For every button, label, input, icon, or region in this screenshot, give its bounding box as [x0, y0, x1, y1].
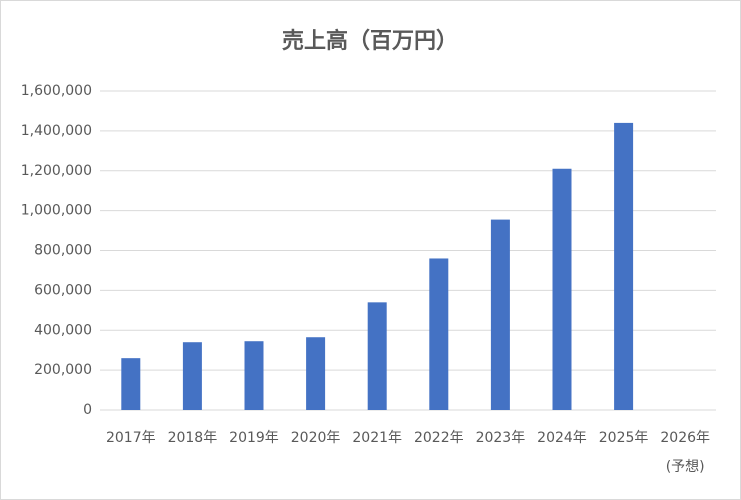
category-note: (予想) [666, 459, 705, 475]
y-tick-label: 1,400,000 [21, 123, 92, 139]
y-tick-label: 1,200,000 [21, 163, 92, 179]
x-tick-label: 2018年 [168, 430, 218, 446]
y-tick-label: 1,000,000 [21, 203, 92, 219]
x-tick-label: 2023年 [476, 430, 526, 446]
bar [429, 258, 449, 410]
bar [182, 342, 202, 410]
x-tick-label: 2025年 [599, 430, 649, 446]
x-tick-label: 2021年 [352, 430, 402, 446]
bar [306, 337, 326, 410]
y-tick-label: 600,000 [34, 282, 92, 298]
chart-title: 売上高（百万円） [282, 28, 458, 54]
x-tick-label: 2017年 [106, 430, 156, 446]
bar [121, 358, 141, 410]
y-tick-label: 800,000 [34, 243, 92, 259]
y-tick-label: 400,000 [34, 322, 92, 338]
bar [367, 302, 387, 410]
bar [244, 341, 264, 410]
bar [490, 219, 510, 410]
y-tick-label: 1,600,000 [21, 83, 92, 99]
bar [614, 122, 634, 411]
bar [552, 168, 572, 410]
x-tick-label: 2022年 [414, 430, 464, 446]
x-tick-label: 2020年 [291, 430, 341, 446]
y-tick-label: 200,000 [34, 362, 92, 378]
x-tick-label: 2024年 [537, 430, 587, 446]
x-tick-label: 2026年 [660, 430, 710, 446]
x-tick-label: 2019年 [229, 430, 279, 446]
y-tick-label: 0 [83, 402, 92, 418]
